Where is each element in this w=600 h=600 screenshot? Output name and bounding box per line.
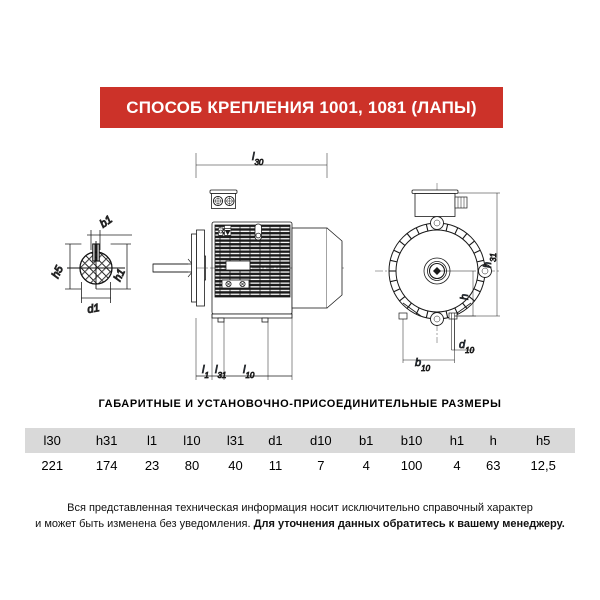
svg-text:l1: l1 xyxy=(202,364,209,380)
svg-text:l30: l30 xyxy=(252,151,264,167)
svg-text:h5: h5 xyxy=(50,263,66,280)
svg-text:l31: l31 xyxy=(215,364,226,380)
svg-text:d10: d10 xyxy=(459,339,475,355)
svg-text:l10: l10 xyxy=(243,364,255,380)
svg-text:b1: b1 xyxy=(98,214,115,231)
svg-text:d1: d1 xyxy=(86,302,100,316)
svg-text:h: h xyxy=(459,294,471,300)
svg-text:h1: h1 xyxy=(112,267,128,283)
svg-text:b10: b10 xyxy=(415,357,431,373)
